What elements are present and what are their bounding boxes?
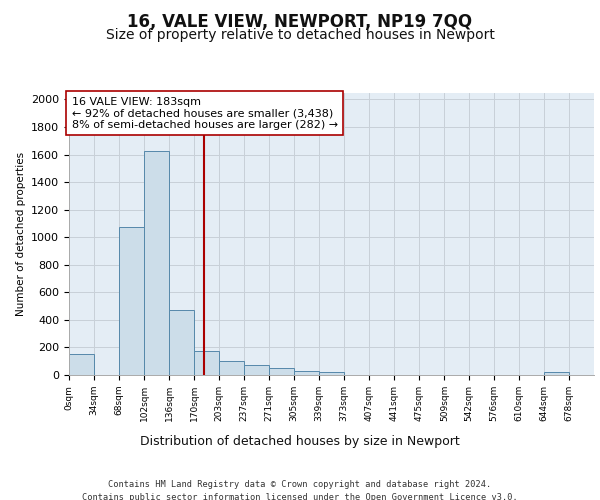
Bar: [169, 310, 194, 375]
Bar: [144, 151, 169, 375]
Bar: [194, 351, 218, 375]
Text: Distribution of detached houses by size in Newport: Distribution of detached houses by size …: [140, 435, 460, 448]
Text: 16 VALE VIEW: 183sqm
← 92% of detached houses are smaller (3,438)
8% of semi-det: 16 VALE VIEW: 183sqm ← 92% of detached h…: [71, 96, 338, 130]
Bar: [294, 371, 319, 375]
Text: Contains HM Land Registry data © Crown copyright and database right 2024.
Contai: Contains HM Land Registry data © Crown c…: [82, 480, 518, 500]
Y-axis label: Number of detached properties: Number of detached properties: [16, 152, 26, 316]
Bar: [544, 372, 569, 375]
Text: Size of property relative to detached houses in Newport: Size of property relative to detached ho…: [106, 28, 494, 42]
Bar: [319, 372, 344, 375]
Bar: [69, 354, 94, 375]
Bar: [218, 361, 244, 375]
Bar: [119, 227, 144, 375]
Bar: [269, 368, 294, 375]
Bar: [244, 364, 269, 375]
Text: 16, VALE VIEW, NEWPORT, NP19 7QQ: 16, VALE VIEW, NEWPORT, NP19 7QQ: [127, 12, 473, 30]
